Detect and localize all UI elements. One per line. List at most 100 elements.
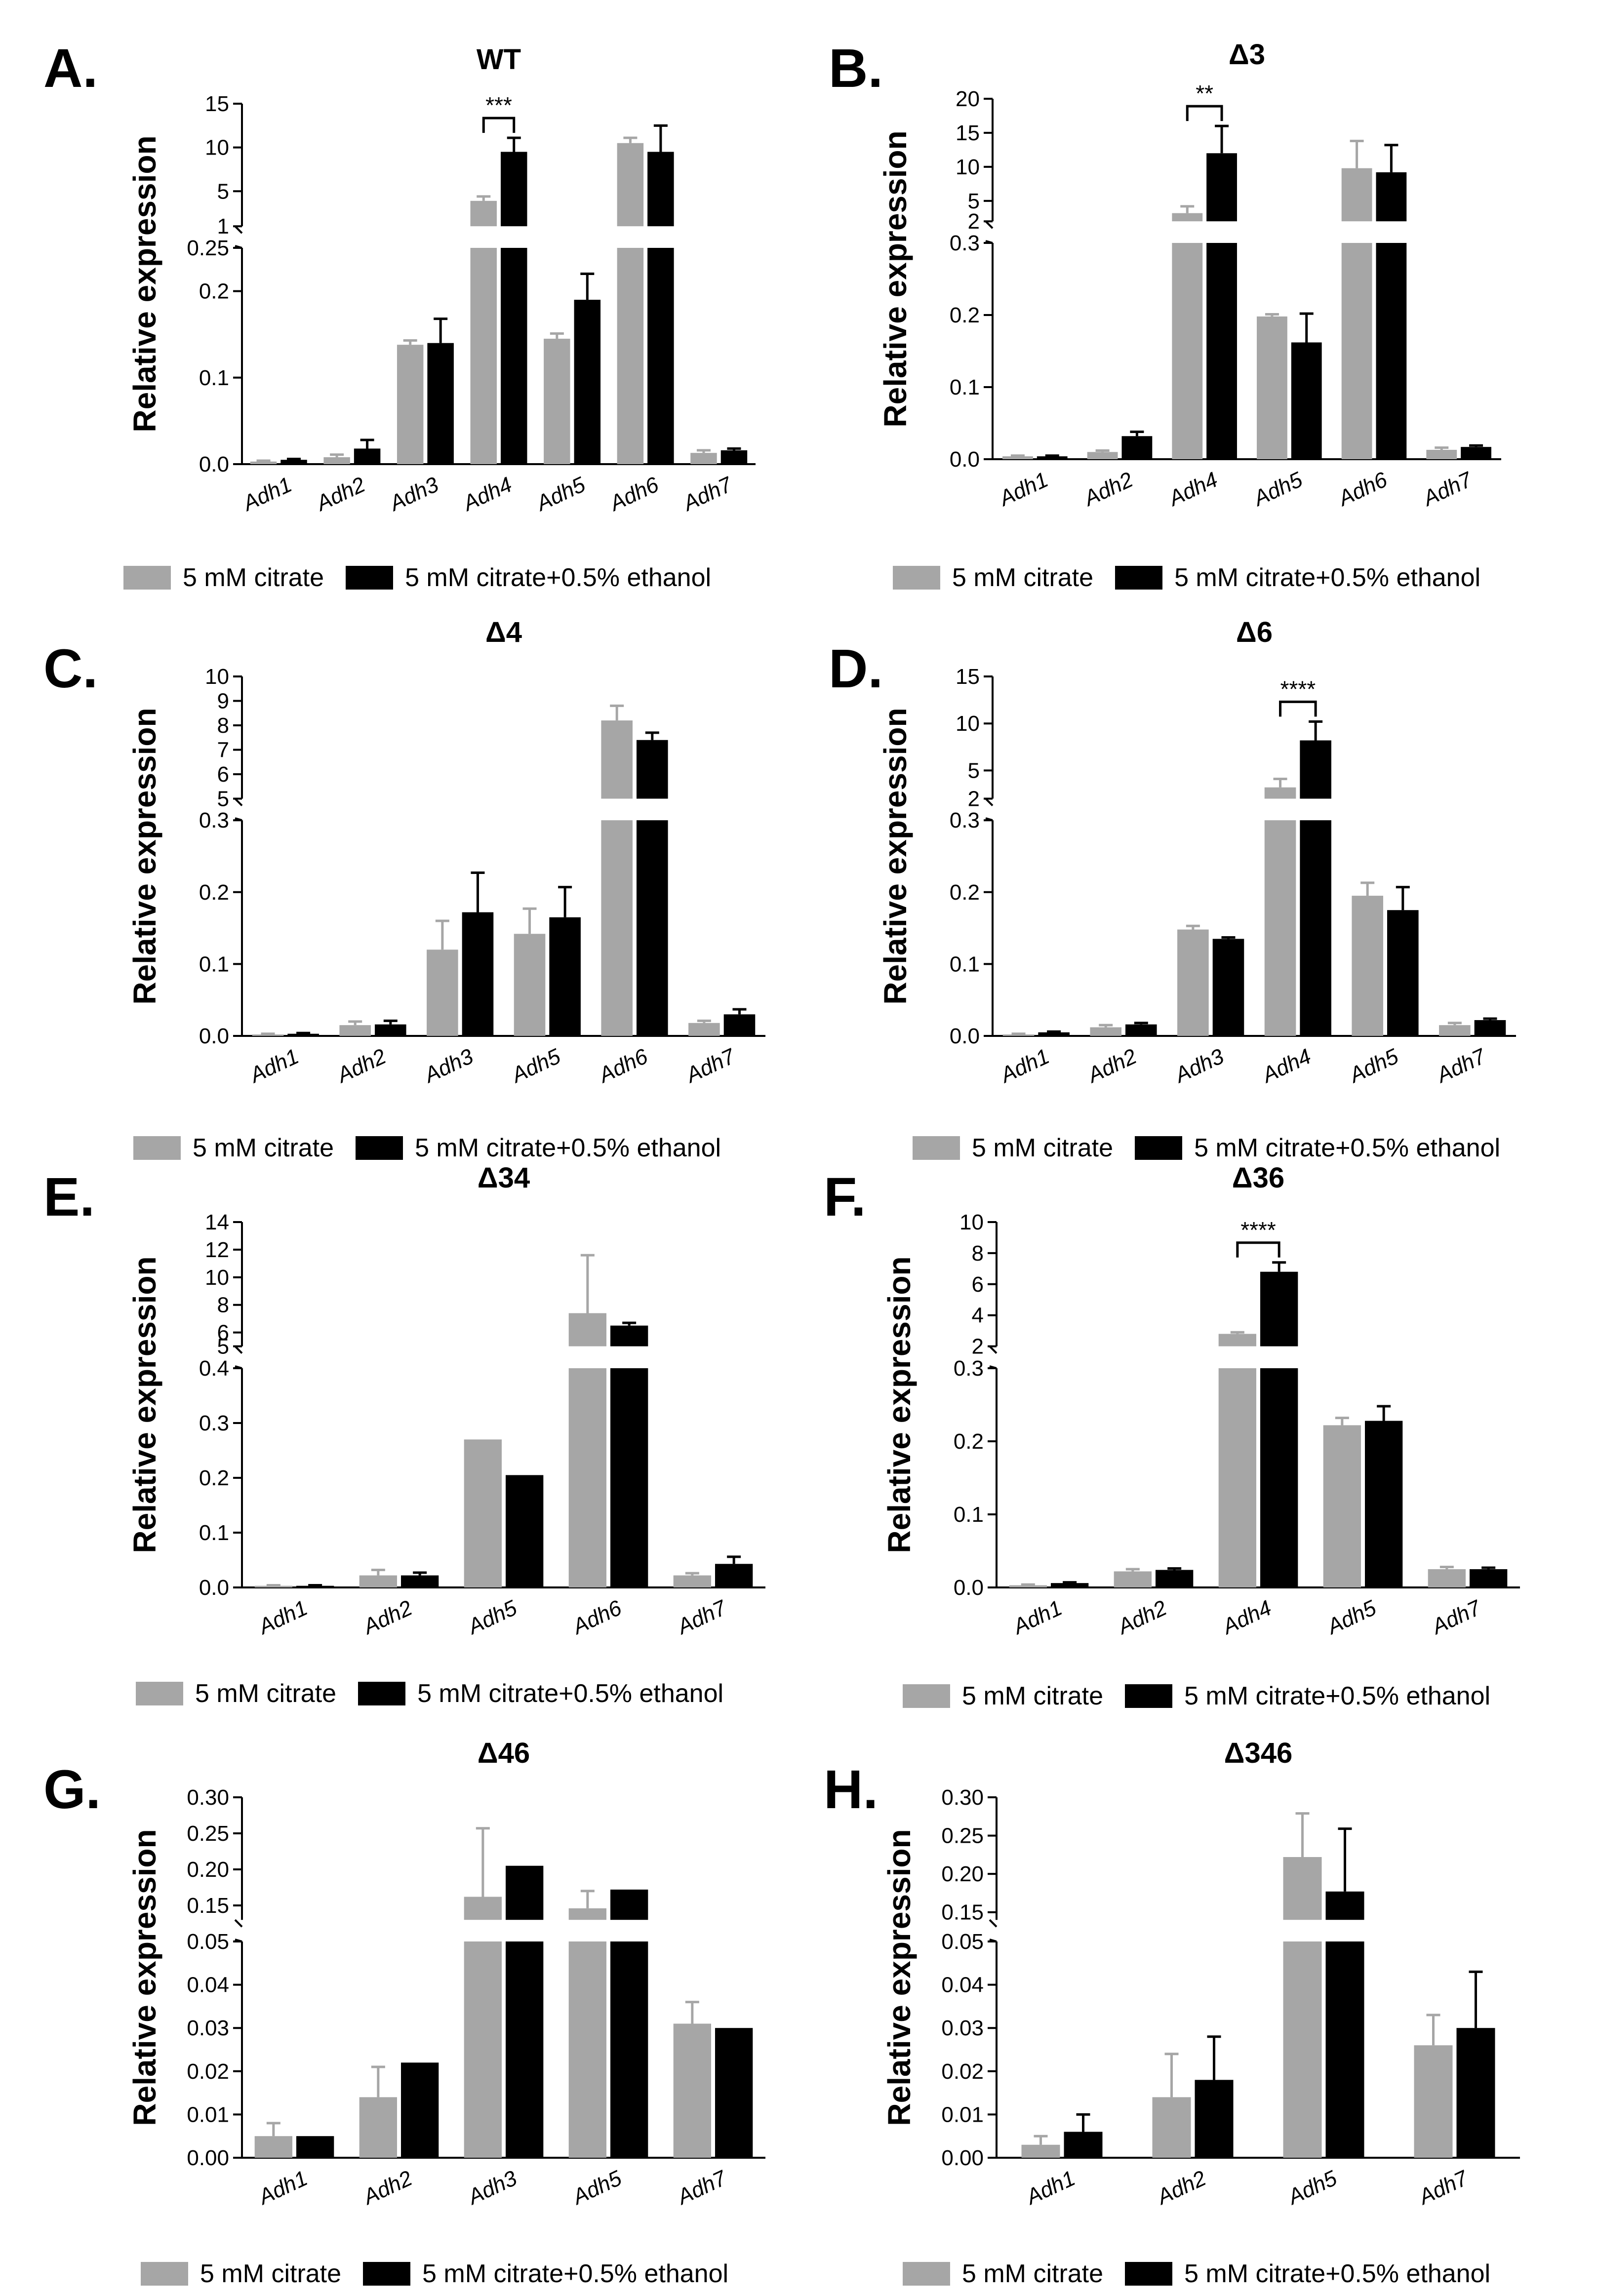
- y-axis-label: Relative expression: [881, 1256, 917, 1553]
- y-tick-label: 4: [972, 1304, 984, 1328]
- bar: [574, 300, 601, 464]
- y-tick-label: 0.3: [199, 1411, 229, 1435]
- chart-title: Δ34: [478, 1162, 530, 1194]
- x-tick-label: Adh3: [385, 472, 442, 516]
- bar: [1152, 2097, 1191, 2158]
- x-tick-label: Adh4: [1218, 1596, 1276, 1640]
- bar: [1156, 1570, 1194, 1587]
- bar: [254, 2136, 292, 2158]
- y-tick-label: 7: [217, 738, 229, 762]
- x-tick-label: Adh7: [681, 1044, 739, 1088]
- y-tick-label: 0.3: [950, 231, 980, 255]
- bar: [1414, 2045, 1453, 2158]
- x-tick-label: Adh6: [605, 472, 663, 516]
- y-tick-label: 0.1: [950, 952, 980, 976]
- y-tick-label: 0.0: [199, 1024, 229, 1048]
- legend-label-ethanol: 5 mM citrate+0.5% ethanol: [1184, 2259, 1491, 2288]
- y-tick-label: 20: [956, 87, 980, 111]
- bar-upper-part: [610, 1889, 648, 1920]
- legend-label-citrate: 5 mM citrate: [195, 1679, 337, 1708]
- bar: [464, 1439, 502, 1587]
- bar-upper-part: [647, 152, 674, 227]
- bar: [1121, 436, 1153, 459]
- y-tick-label: 0.2: [954, 1429, 984, 1454]
- y-tick-label: 0.0: [950, 1024, 980, 1048]
- x-tick-label: Adh5: [568, 2166, 626, 2210]
- bar-lower-part: [637, 820, 668, 1036]
- legend-swatch-citrate: [123, 566, 171, 590]
- y-tick-label: 0.1: [950, 375, 980, 399]
- chart-title: Δ346: [1224, 1737, 1292, 1769]
- bar-lower-part: [617, 248, 644, 464]
- y-tick-label: 0.2: [199, 279, 229, 304]
- panel-letter: H.: [824, 1759, 878, 1820]
- panel-h: H. Δ346 Relative expression 0.00 0.01 0.02 0.…: [799, 1708, 1598, 2296]
- bar: [1470, 1569, 1508, 1587]
- legend-swatch-ethanol: [1115, 566, 1163, 590]
- x-tick-label: Adh6: [594, 1044, 652, 1088]
- bar-lower-part: [1172, 243, 1203, 459]
- significance-bracket: [1186, 105, 1223, 121]
- bar: [715, 1564, 753, 1587]
- y-tick-label: 0.15: [941, 1900, 984, 1925]
- significance-label: **: [1196, 80, 1213, 106]
- y-tick-label: 0.04: [187, 1973, 229, 1997]
- y-tick-label: 8: [217, 1293, 229, 1317]
- legend-swatch-citrate: [913, 1136, 960, 1160]
- bar: [1037, 456, 1068, 459]
- panel-letter: D.: [829, 638, 883, 699]
- significance-label: ***: [485, 92, 512, 118]
- x-tick-label: Adh2: [1152, 2166, 1210, 2210]
- bar: [287, 1033, 319, 1036]
- bar-lower-part: [501, 248, 527, 464]
- legend-swatch-ethanol: [1135, 1136, 1183, 1160]
- bar-lower-part: [647, 248, 674, 464]
- y-tick-label: 0.01: [187, 2102, 229, 2127]
- y-tick-label: 0.03: [941, 2016, 984, 2040]
- y-tick-label: 0.25: [187, 1821, 229, 1846]
- x-tick-label: Adh4: [1257, 1044, 1315, 1088]
- axis-break-mark: [989, 1919, 998, 1928]
- y-tick-label: 0.4: [199, 1356, 229, 1381]
- chart-d: Δ6 Relative expression 0.0 0.1 0.2 0.32 5 10 15 A…: [878, 616, 1516, 1088]
- bar: [1291, 342, 1322, 459]
- y-tick-label: 9: [217, 689, 229, 713]
- y-tick-label: 0.20: [187, 1858, 229, 1882]
- bar: [250, 461, 277, 464]
- y-axis-label: Relative expression: [127, 1256, 162, 1553]
- panel-c: C. Δ4 Relative expression 0.0 0.1 0.2 0.3 5 6 7 8…: [0, 612, 799, 1162]
- bar: [252, 1034, 284, 1036]
- legend: 5 mM citrate 5 mM citrate+0.5% ethanol: [903, 2259, 1512, 2289]
- y-tick-label: 0.00: [941, 2146, 984, 2170]
- bar-lower-part: [1376, 243, 1407, 459]
- legend-swatch-ethanol: [1125, 2262, 1173, 2286]
- bar: [1461, 447, 1491, 459]
- x-tick-label: Adh4: [1164, 468, 1222, 512]
- legend-label-citrate: 5 mM citrate: [962, 1682, 1104, 1710]
- bar: [1439, 1025, 1471, 1036]
- bar: [296, 1585, 334, 1587]
- bar: [1009, 1585, 1047, 1587]
- y-tick-label: 0.15: [187, 1894, 229, 1918]
- bar-lower-part: [610, 1368, 648, 1587]
- axis-break-mark: [985, 798, 994, 806]
- legend-label-citrate: 5 mM citrate: [972, 1134, 1114, 1162]
- bar: [715, 2028, 753, 2158]
- bar-upper-part: [617, 143, 644, 227]
- x-tick-label: Adh6: [1333, 467, 1391, 511]
- bar-lower-part: [1206, 243, 1237, 459]
- x-tick-label: Adh1: [1008, 1596, 1066, 1640]
- y-tick-label: 0.30: [941, 1785, 984, 1810]
- legend-label-ethanol: 5 mM citrate+0.5% ethanol: [415, 1134, 721, 1162]
- x-tick-label: Adh1: [245, 1044, 303, 1088]
- bar: [723, 1014, 756, 1036]
- bar-upper-part: [1325, 1891, 1364, 1920]
- bar: [401, 1575, 439, 1587]
- chart-e: Δ34 Relative expression 0.0 0.1 0.2 0.3 0.456 8…: [127, 1162, 765, 1640]
- bar: [427, 343, 454, 464]
- legend-label-citrate: 5 mM citrate: [200, 2259, 342, 2288]
- y-tick-label: 10: [956, 712, 980, 736]
- y-axis-label: Relative expression: [127, 708, 162, 1004]
- y-axis-label: Relative expression: [878, 708, 913, 1004]
- x-tick-label: Adh5: [1248, 467, 1306, 511]
